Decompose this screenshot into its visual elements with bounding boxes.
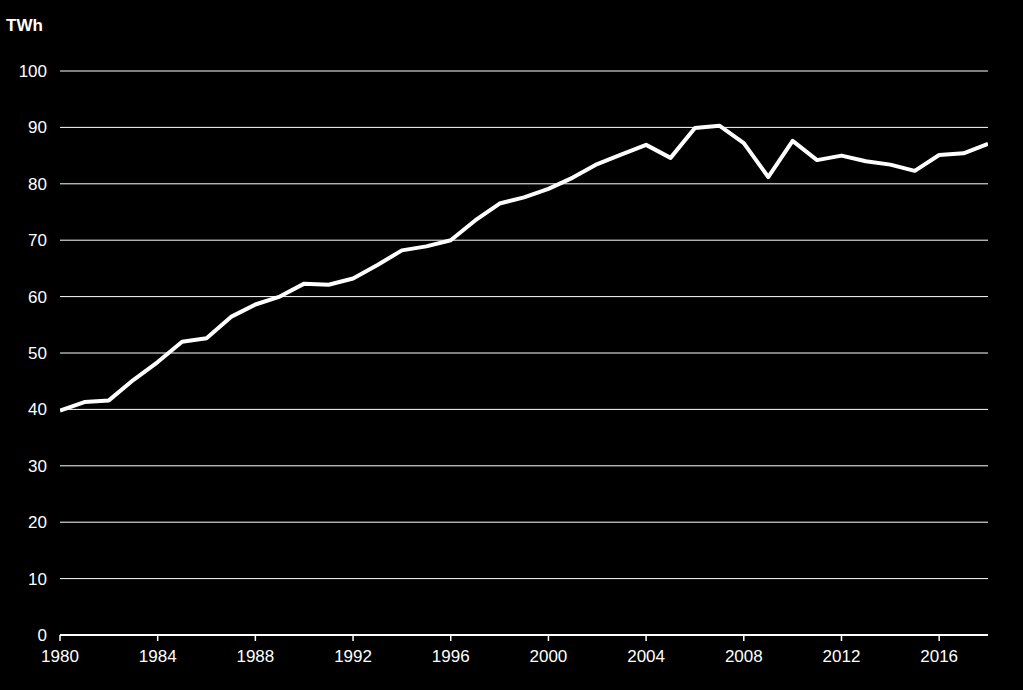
x-tick-label: 1992 bbox=[334, 647, 372, 666]
grid-line bbox=[60, 353, 988, 354]
grid-line bbox=[60, 578, 988, 579]
y-tick-label: 80 bbox=[28, 175, 47, 194]
y-axis-label: TWh bbox=[6, 16, 43, 35]
grid-line bbox=[60, 127, 988, 128]
x-tick bbox=[841, 635, 843, 641]
plot-area bbox=[60, 126, 988, 411]
y-tick-label: 10 bbox=[28, 570, 47, 589]
grid-line bbox=[60, 296, 988, 297]
x-tick-label: 2008 bbox=[725, 647, 763, 666]
x-tick bbox=[352, 635, 354, 641]
x-tick-label: 1980 bbox=[41, 647, 79, 666]
grid-line bbox=[60, 183, 988, 184]
background bbox=[0, 0, 1023, 690]
data-line bbox=[60, 126, 988, 411]
x-tick bbox=[938, 635, 940, 641]
x-tick-label: 2004 bbox=[627, 647, 665, 666]
grid-line bbox=[60, 465, 988, 466]
x-tick bbox=[645, 635, 647, 641]
y-tick-label: 50 bbox=[28, 344, 47, 363]
x-tick bbox=[743, 635, 745, 641]
grid-line bbox=[60, 409, 988, 410]
x-tick-label: 2012 bbox=[823, 647, 861, 666]
y-tick-label: 30 bbox=[28, 457, 47, 476]
x-tick bbox=[59, 635, 61, 641]
grid-line bbox=[60, 240, 988, 241]
x-tick-label: 1996 bbox=[432, 647, 470, 666]
x-tick bbox=[548, 635, 550, 641]
y-tick-label: 100 bbox=[19, 62, 47, 81]
y-tick-label: 40 bbox=[28, 400, 47, 419]
y-tick-label: 90 bbox=[28, 118, 47, 137]
chart-container: 0 10 20 30 40 50 60 70 80 90 100 1980 1984 1988 1992 19… bbox=[0, 0, 1023, 690]
x-tick bbox=[157, 635, 159, 641]
x-tick-label: 2000 bbox=[530, 647, 568, 666]
x-tick bbox=[450, 635, 452, 641]
y-tick-label: 20 bbox=[28, 513, 47, 532]
x-axis bbox=[60, 634, 988, 636]
chart-svg: 0 10 20 30 40 50 60 70 80 90 100 1980 1984 1988 1992 19… bbox=[0, 0, 1023, 690]
y-tick-label: 70 bbox=[28, 231, 47, 250]
grid-line bbox=[60, 635, 988, 636]
grid-line bbox=[60, 522, 988, 523]
grid-line bbox=[60, 71, 988, 72]
y-tick-label: 60 bbox=[28, 288, 47, 307]
x-tick bbox=[255, 635, 257, 641]
x-tick-label: 1988 bbox=[236, 647, 274, 666]
x-tick-label: 2016 bbox=[920, 647, 958, 666]
x-tick-label: 1984 bbox=[139, 647, 177, 666]
y-tick-label: 0 bbox=[38, 626, 47, 645]
